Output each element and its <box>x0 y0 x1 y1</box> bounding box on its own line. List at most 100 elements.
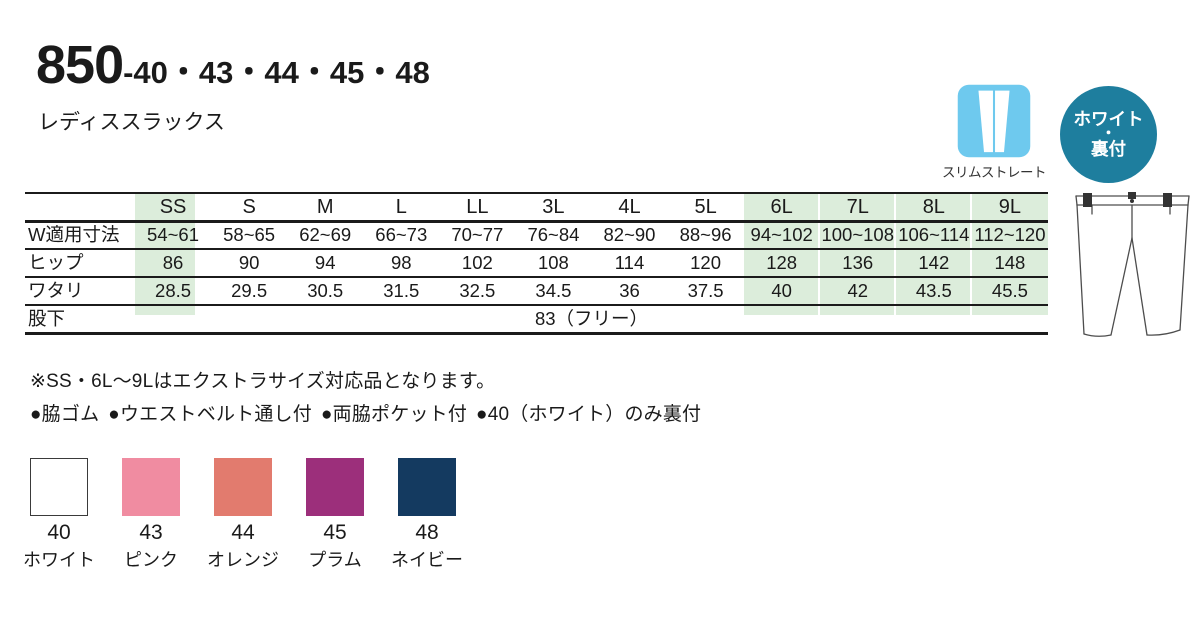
product-code: 850 <box>36 35 124 95</box>
highlight-band-7l <box>820 194 894 315</box>
swatch-box <box>122 458 180 516</box>
size-value-cell: 94 <box>314 251 336 273</box>
size-value-cell: 128 <box>766 251 798 273</box>
size-value-cell: 112~120 <box>974 224 1046 245</box>
lining-badge-line1: ホワイト <box>1073 109 1144 130</box>
size-value-cell: 136 <box>842 251 874 273</box>
swatch-name: ネイビー <box>391 550 463 570</box>
size-value-cell: 45.5 <box>991 279 1028 301</box>
color-swatch: 44 オレンジ <box>207 458 279 572</box>
slim-straight-icon <box>957 84 1031 158</box>
size-value-cell: 142 <box>918 251 950 273</box>
highlight-band-8l <box>896 194 970 315</box>
feature-item: ●40（ホワイト）のみ裏付 <box>476 404 702 425</box>
size-value-cell: 148 <box>994 251 1026 273</box>
color-swatch: 45 プラム <box>306 458 364 572</box>
size-value-cell: 88~96 <box>679 224 732 245</box>
size-value-cell: 31.5 <box>383 279 420 301</box>
size-spec-table: SS S M L LL 3L 4L 5L 6L 7L 8L 9L W適用寸法 54~61 58~65 62~… <box>25 192 1048 335</box>
size-value-cell: 90 <box>238 251 260 273</box>
color-swatches: 40 ホワイト 43 ピンク 44 オレンジ 45 プラム 48 ネイビー <box>23 458 490 572</box>
swatch-name: プラム <box>308 550 362 570</box>
highlight-band-ss <box>135 194 195 315</box>
size-value-cell: 43.5 <box>915 279 952 301</box>
size-value-cell: 42 <box>847 279 869 301</box>
highlight-band-6l <box>744 194 818 315</box>
size-column-header: 3L <box>542 195 565 218</box>
size-value-cell: 86 <box>162 251 184 273</box>
size-value-cell: 106~114 <box>898 224 970 245</box>
fit-badge: スリムストレート <box>942 84 1047 181</box>
size-column-header: 6L <box>770 195 793 218</box>
size-column-header: S <box>242 195 256 218</box>
size-value-cell: 62~69 <box>299 224 352 245</box>
color-swatch: 43 ピンク <box>122 458 180 572</box>
extra-size-note: ※SS・6L～9Lはエクストラサイズ対応品となります。 <box>30 371 496 392</box>
product-title: 850 -40・43・44・45・48 <box>36 38 430 92</box>
size-span-cell: 83（フリー） <box>534 307 649 329</box>
size-value-cell: 94~102 <box>750 224 813 245</box>
size-header-blank <box>25 193 135 221</box>
feature-item: ●両脇ポケット付 <box>320 404 468 425</box>
pants-diagram <box>1075 192 1190 337</box>
size-value-cell: 30.5 <box>307 279 344 301</box>
swatch-box <box>398 458 456 516</box>
size-value-cell: 120 <box>690 251 722 273</box>
size-value-cell: 70~77 <box>451 224 504 245</box>
size-column-header: M <box>316 195 334 218</box>
size-value-cell: 28.5 <box>155 279 192 301</box>
swatch-code: 48 <box>415 521 439 544</box>
product-name: レディススラックス <box>38 111 225 134</box>
color-swatch: 48 ネイビー <box>391 458 463 572</box>
highlight-band-9l <box>972 194 1048 315</box>
swatch-code: 43 <box>139 521 163 544</box>
size-value-cell: 36 <box>619 279 640 301</box>
row-label: ワタリ <box>28 279 84 301</box>
size-column-header: 7L <box>846 195 869 218</box>
swatch-name: ホワイト <box>23 550 95 570</box>
size-value-cell: 114 <box>614 251 645 273</box>
size-value-cell: 58~65 <box>223 224 276 245</box>
size-value-cell: 54~61 <box>147 224 200 245</box>
size-column-header: LL <box>466 195 489 218</box>
row-label: ヒップ <box>28 251 84 273</box>
swatch-code: 44 <box>231 521 255 544</box>
size-value-cell: 102 <box>461 251 493 273</box>
size-value-cell: 37.5 <box>687 279 724 301</box>
lining-badge-line3: 裏付 <box>1091 138 1126 159</box>
swatch-code: 40 <box>47 521 71 544</box>
swatch-name: オレンジ <box>207 550 279 570</box>
size-column-header: 4L <box>618 195 641 218</box>
size-value-cell: 29.5 <box>231 279 268 301</box>
swatch-box <box>306 458 364 516</box>
row-label: 股下 <box>28 307 66 329</box>
size-value-cell: 40 <box>771 279 792 301</box>
size-table-wrap: SS S M L LL 3L 4L 5L 6L 7L 8L 9L W適用寸法 54~61 58~65 62~… <box>25 192 1048 346</box>
swatch-box <box>30 458 88 516</box>
table-row: ワタリ 28.5 29.5 30.5 31.5 32.5 34.5 36 37.5 40 42 43.… <box>25 277 1048 305</box>
lining-badge-dot: ・ <box>1100 125 1116 143</box>
size-value-cell: 98 <box>390 251 412 273</box>
fit-badge-label: スリムストレート <box>942 165 1047 180</box>
size-value-cell: 34.5 <box>535 279 572 301</box>
size-column-header: 8L <box>922 195 945 218</box>
product-color-codes: -40・43・44・45・48 <box>123 55 430 90</box>
size-column-header: 9L <box>998 195 1022 218</box>
color-swatch: 40 ホワイト <box>23 458 95 572</box>
swatch-code: 45 <box>323 521 347 544</box>
features-note: ●脇ゴム ●ウエストベルト通し付 ●両脇ポケット付 ●40（ホワイト）のみ裏付 <box>30 399 710 426</box>
lining-badge: ホワイト ・ 裏付 <box>1060 86 1157 183</box>
size-value-cell: 66~73 <box>375 224 428 245</box>
swatch-name: ピンク <box>124 550 178 570</box>
feature-item: ●ウエストベルト通し付 <box>108 404 312 425</box>
size-header-row: SS S M L LL 3L 4L 5L 6L 7L 8L 9L <box>25 193 1048 221</box>
size-column-header: L <box>395 195 407 218</box>
size-value-cell: 32.5 <box>459 279 496 301</box>
table-row: W適用寸法 54~61 58~65 62~69 66~73 70~77 76~84 82~90… <box>25 221 1048 249</box>
size-value-cell: 108 <box>537 251 569 273</box>
size-column-header: 5L <box>694 195 717 218</box>
size-value-cell: 82~90 <box>603 224 656 245</box>
size-value-cell: 76~84 <box>527 224 580 245</box>
size-column-header: SS <box>159 195 187 218</box>
